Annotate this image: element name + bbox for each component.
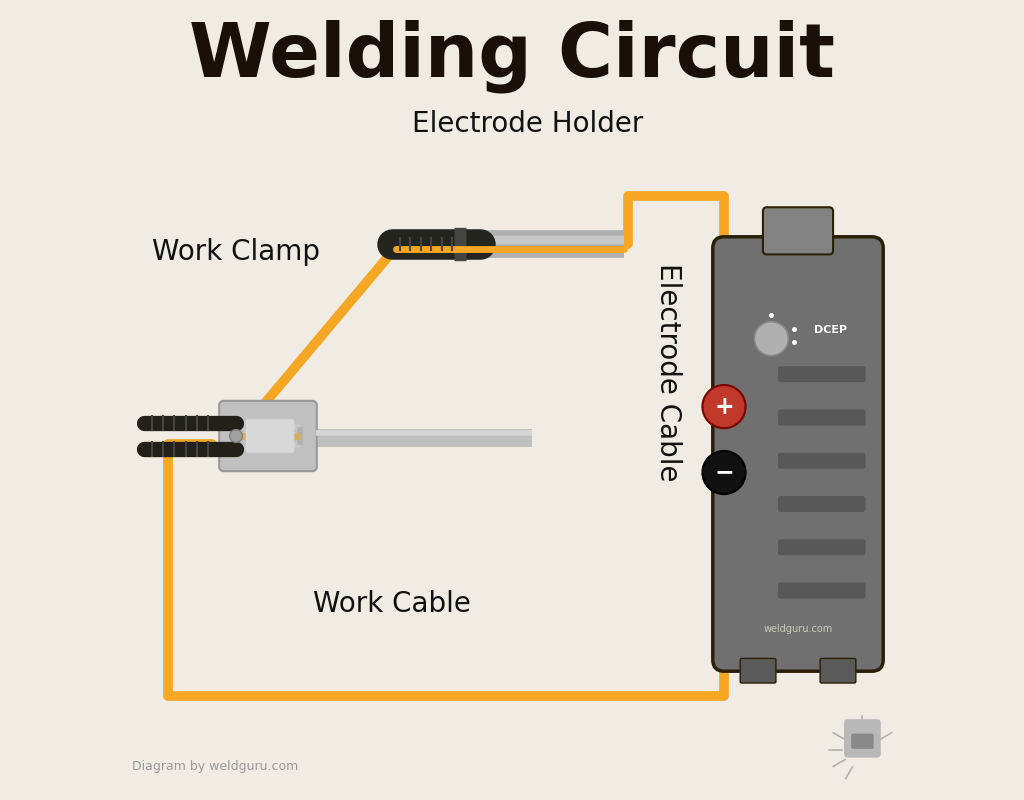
FancyBboxPatch shape bbox=[851, 734, 873, 749]
FancyBboxPatch shape bbox=[778, 496, 865, 512]
Circle shape bbox=[702, 451, 745, 494]
FancyBboxPatch shape bbox=[246, 419, 295, 453]
Text: Welding Circuit: Welding Circuit bbox=[189, 19, 835, 93]
Text: weldguru.com: weldguru.com bbox=[763, 624, 833, 634]
Text: Diagram by weldguru.com: Diagram by weldguru.com bbox=[132, 760, 298, 773]
Text: −: − bbox=[714, 461, 734, 485]
Circle shape bbox=[702, 385, 745, 428]
FancyBboxPatch shape bbox=[844, 719, 881, 758]
FancyBboxPatch shape bbox=[778, 366, 865, 382]
Text: Electrode Cable: Electrode Cable bbox=[654, 262, 682, 482]
FancyBboxPatch shape bbox=[219, 401, 316, 471]
FancyBboxPatch shape bbox=[740, 658, 776, 683]
Text: Electrode Holder: Electrode Holder bbox=[413, 110, 644, 138]
Text: Work Cable: Work Cable bbox=[313, 590, 471, 618]
FancyBboxPatch shape bbox=[763, 207, 834, 254]
FancyBboxPatch shape bbox=[778, 410, 865, 426]
Text: Work Clamp: Work Clamp bbox=[152, 238, 319, 266]
FancyBboxPatch shape bbox=[778, 453, 865, 469]
Text: DCEP: DCEP bbox=[814, 326, 847, 335]
Text: +: + bbox=[714, 394, 734, 418]
Circle shape bbox=[229, 430, 243, 442]
FancyBboxPatch shape bbox=[778, 582, 865, 598]
FancyBboxPatch shape bbox=[713, 237, 883, 671]
Circle shape bbox=[755, 322, 788, 356]
FancyBboxPatch shape bbox=[820, 658, 856, 683]
FancyBboxPatch shape bbox=[778, 539, 865, 555]
